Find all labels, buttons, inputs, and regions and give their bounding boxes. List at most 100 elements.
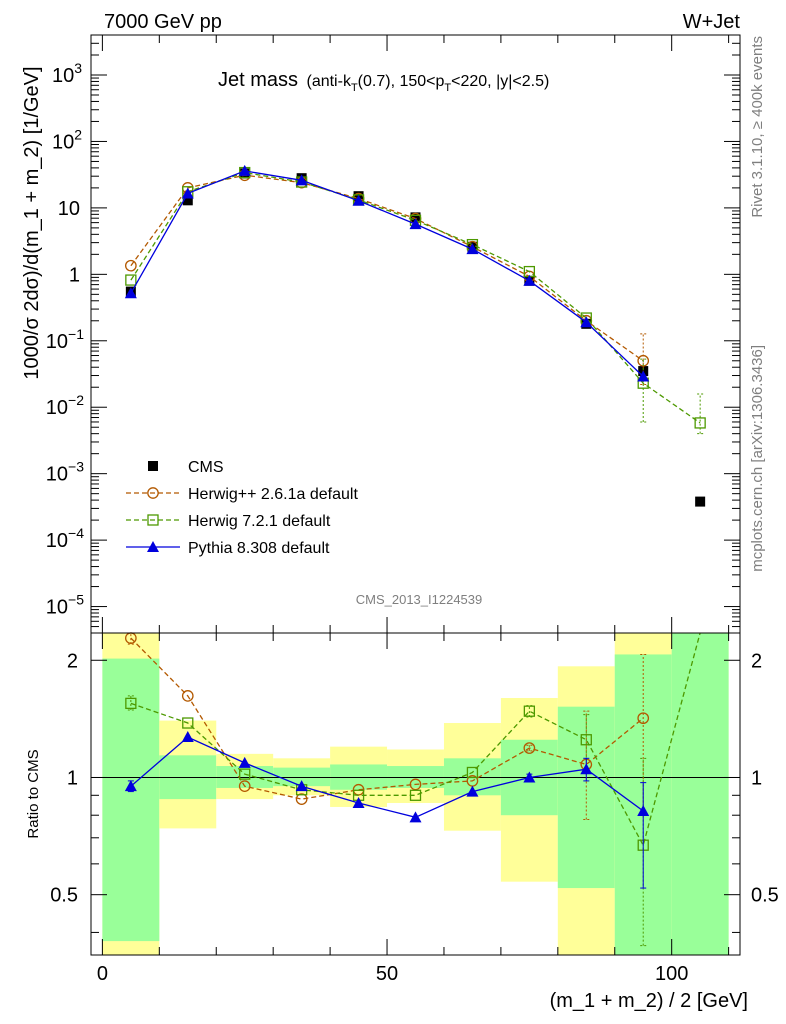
ratio-point-pythia-8-308-default [352, 796, 365, 808]
ratio-y-tick-label: 0.5 [50, 885, 78, 907]
ratio-point-herwig-2-6-1a-default [181, 690, 194, 702]
main-y-label: 1000/σ 2dσ)/d(m_1 + m_2) [1/GeV] [21, 66, 43, 379]
main-point-pythia-8-308-default [523, 274, 536, 286]
ratio-point-pythia-8-308-default [637, 805, 650, 817]
tick-base: 10 [46, 331, 68, 353]
ratio-point-herwig-2-6-1a-default [409, 778, 422, 791]
title-sub-t2: T [444, 82, 451, 94]
main-point-pythia-8-308-default [580, 316, 593, 328]
plot-title: Jet mass (anti-kT(0.7), 150<pT<220, |y|<… [218, 69, 549, 94]
legend-label-herwig-2-6-1a-default: Herwig++ 2.6.1a default [188, 486, 358, 503]
ratio-line-herwig-2-6-1a-default [130, 637, 644, 800]
legend-marker-herwig-2-6-1a-default [147, 487, 159, 499]
title-sub-c: <220, |y|<2.5) [451, 73, 549, 90]
source-label: mcplots.cern.ch [arXiv:1306.3436] [749, 345, 766, 572]
main-line-herwig-7-2-1-default [130, 171, 701, 424]
main-point-cms [695, 496, 706, 507]
x-tick-label: 100 [655, 963, 688, 985]
main-y-tick-label: 10−3 [46, 459, 84, 486]
ratio-point-pythia-8-308-default [295, 780, 308, 792]
main-point-cms [410, 212, 421, 223]
ratio-point-herwig-7-2-1-default [182, 717, 194, 729]
ratio-point-pythia-8-308-default [409, 811, 422, 823]
legend-marker-pythia-8-308-default [147, 541, 159, 552]
ratio-point-herwig-2-6-1a-default [637, 712, 650, 725]
legend-marker-herwig-7-2-1-default [147, 514, 159, 526]
ratio-line-pythia-8-308-default [130, 736, 644, 818]
ratio-point-pythia-8-308-default [466, 785, 479, 797]
x-tick-label: 50 [376, 963, 398, 985]
main-point-herwig-7-2-1-default [694, 417, 706, 429]
main-point-herwig-7-2-1-default [125, 274, 137, 286]
ratio-point-herwig-7-2-1-default [523, 705, 536, 717]
ratio-point-herwig-2-6-1a-default [238, 780, 251, 793]
energy-label: 7000 GeV pp [104, 11, 222, 33]
ratio-point-herwig-7-2-1-default [466, 766, 479, 779]
main-y-tick-label: 10−4 [46, 525, 84, 552]
ratio-y-label: Ratio to CMS [25, 749, 42, 838]
analysis-id: CMS_2013_I1224539 [356, 592, 483, 607]
tick-exp: 2 [74, 126, 82, 142]
legend-label-herwig-7-2-1-default: Herwig 7.2.1 default [188, 513, 331, 530]
legend-label-cms: CMS [188, 459, 224, 476]
tick-exp: 3 [74, 60, 82, 76]
tick-exp: −5 [68, 592, 84, 608]
main-line-herwig-2-6-1a-default [130, 174, 644, 362]
tick-base: 10 [46, 464, 68, 486]
tick-base: 10 [46, 530, 68, 552]
main-y-tick-label: 10 [58, 198, 80, 220]
main-point-herwig-2-6-1a-default [125, 259, 137, 272]
tick-base: 1 [69, 264, 80, 286]
title-sub-t: T [351, 82, 358, 94]
main-y-tick-label: 1 [69, 264, 80, 286]
main-series [124, 164, 706, 507]
ratio-point-herwig-7-2-1-default [580, 734, 592, 746]
main-y-tick-label: 102 [52, 126, 82, 153]
title-sub-b: (0.7), 150<p [358, 73, 445, 90]
tick-exp: −1 [68, 326, 84, 342]
ratio-y-tick-label-right: 2 [751, 650, 762, 672]
ratio-point-herwig-7-2-1-default [239, 768, 251, 780]
ratio-point-herwig-2-6-1a-default [523, 742, 536, 754]
title-main: Jet mass [218, 69, 298, 91]
main-point-pythia-8-308-default [637, 370, 650, 382]
main-y-tick-label: 10−2 [46, 392, 84, 419]
main-point-pythia-8-308-default [124, 287, 137, 299]
tick-base: 10 [46, 597, 68, 619]
ratio-point-pythia-8-308-default [124, 780, 137, 792]
tick-base: 10 [52, 65, 74, 87]
x-tick-label: 0 [97, 963, 108, 985]
main-point-cms [182, 195, 193, 206]
ratio-y-tick-label-right: 0.5 [751, 885, 779, 907]
tick-base: 10 [46, 397, 68, 419]
ratio-frame [90, 632, 741, 956]
main-point-pythia-8-308-default [352, 194, 365, 206]
ratio-y-tick-label: 1 [67, 767, 78, 789]
rivet-label: Rivet 3.1.10, ≥ 400k events [749, 36, 766, 218]
main-point-herwig-2-6-1a-default [637, 354, 650, 367]
band-green-3 [273, 767, 331, 787]
ratio-point-pythia-8-308-default [523, 771, 536, 783]
main-point-pythia-8-308-default [409, 218, 422, 230]
ratio-axis-ticks: 0.5 0.5 1 1 2 2 0 50 100 [50, 633, 779, 985]
tick-base: 10 [52, 131, 74, 153]
main-y-tick-label: 10−1 [46, 326, 84, 353]
main-point-pythia-8-308-default [295, 174, 308, 186]
tick-exp: −4 [68, 525, 84, 541]
ratio-point-herwig-2-6-1a-default [295, 793, 308, 805]
main-line-pythia-8-308-default [130, 170, 644, 377]
legend-marker-cms [148, 461, 158, 471]
ratio-point-herwig-7-2-1-default [125, 697, 137, 710]
ratio-series [124, 632, 701, 947]
main-point-pythia-8-308-default [238, 164, 251, 176]
tick-exp: −2 [68, 392, 84, 408]
legend: CMS Herwig++ 2.6.1a default Herwig 7.2.1 d… [126, 459, 358, 557]
ratio-point-herwig-7-2-1-default [409, 789, 422, 801]
process-label: W+Jet [683, 11, 741, 33]
ratio-point-pythia-8-308-default [580, 763, 593, 775]
tick-exp: −3 [68, 459, 84, 475]
main-point-pythia-8-308-default [466, 243, 479, 255]
title-sub-a: (anti-k [306, 73, 351, 90]
